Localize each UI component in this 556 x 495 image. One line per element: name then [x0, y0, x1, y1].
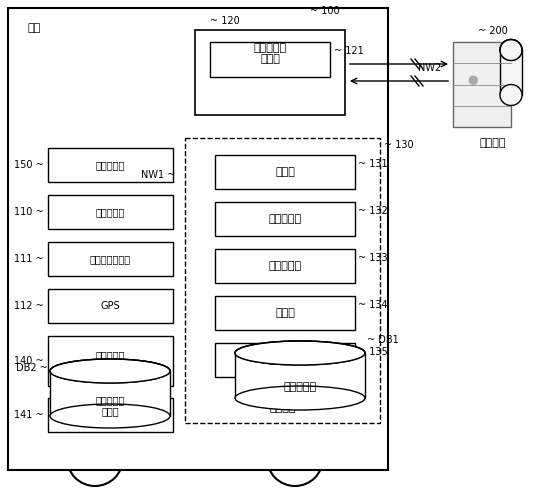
Text: GPS: GPS	[101, 301, 120, 311]
Text: 141 ~: 141 ~	[14, 410, 44, 420]
Bar	[195, 30, 345, 115]
Text: 车载通信机: 车载通信机	[254, 43, 286, 53]
Bar	[453, 42, 511, 127]
Text: 声音输出部: 声音输出部	[269, 355, 301, 365]
Text: ~ 200: ~ 200	[478, 26, 508, 36]
Text: 行驶顺畅度
分值计算部: 行驶顺畅度 分值计算部	[96, 350, 125, 372]
Text: ~ 100: ~ 100	[310, 6, 340, 16]
Text: 图像处理部: 图像处理部	[269, 261, 301, 271]
Text: DB2 ~: DB2 ~	[16, 363, 48, 373]
Text: 150 ~: 150 ~	[14, 160, 44, 170]
Ellipse shape	[235, 386, 365, 410]
Bar	[235, 353, 365, 398]
Text: ~ 120: ~ 120	[210, 16, 240, 26]
Text: 输入部: 输入部	[275, 167, 295, 177]
Text: 111 ~: 111 ~	[14, 254, 44, 264]
Bar	[8, 8, 388, 470]
Text: 112 ~: 112 ~	[14, 301, 44, 311]
Text: 管理中心: 管理中心	[480, 138, 507, 148]
Text: 车辆信息获取部: 车辆信息获取部	[90, 254, 131, 264]
Text: 地图数据库: 地图数据库	[284, 383, 316, 393]
Ellipse shape	[500, 40, 522, 60]
Bar	[215, 343, 355, 377]
Text: 140 ~: 140 ~	[14, 356, 44, 366]
Bar	[48, 398, 173, 432]
Bar	[185, 138, 380, 423]
Ellipse shape	[50, 359, 170, 383]
Bar	[215, 296, 355, 330]
Bar	[48, 336, 173, 386]
Text: ~ 121: ~ 121	[334, 46, 364, 56]
Text: 通信控制部: 通信控制部	[96, 160, 125, 170]
Ellipse shape	[235, 341, 365, 365]
Circle shape	[469, 76, 477, 84]
Text: 车辆: 车辆	[28, 23, 41, 33]
Text: ~ 132: ~ 132	[358, 206, 388, 216]
Bar	[500, 50, 522, 95]
Bar	[48, 289, 173, 323]
Text: 存储部: 存储部	[260, 54, 280, 64]
Ellipse shape	[500, 40, 522, 60]
Bar	[50, 371, 170, 416]
Bar	[210, 42, 330, 77]
Text: ~ DB1: ~ DB1	[367, 335, 399, 345]
Text: ~ 134: ~ 134	[358, 300, 388, 310]
Text: 导航系统: 导航系统	[269, 403, 296, 413]
Text: NW1 ~: NW1 ~	[141, 170, 175, 180]
Text: 110 ~: 110 ~	[14, 207, 44, 217]
Ellipse shape	[50, 359, 170, 383]
Bar	[48, 148, 173, 182]
Bar	[48, 195, 173, 229]
Text: ~ 133: ~ 133	[358, 253, 388, 263]
Text: ~ 135: ~ 135	[358, 347, 388, 357]
Ellipse shape	[500, 85, 522, 105]
Bar	[215, 202, 355, 236]
Text: ~ 130: ~ 130	[384, 140, 414, 150]
Text: 显示部: 显示部	[275, 308, 295, 318]
Ellipse shape	[235, 341, 365, 365]
Ellipse shape	[50, 404, 170, 428]
Text: 行驶顺畅度
数据库: 行驶顺畅度 数据库	[95, 395, 125, 416]
Text: 图像获取部: 图像获取部	[96, 207, 125, 217]
Text: ~ 131: ~ 131	[358, 159, 388, 169]
Bar	[48, 242, 173, 276]
Bar	[215, 155, 355, 189]
Bar	[215, 249, 355, 283]
Text: NW2: NW2	[418, 63, 441, 73]
Text: 记录管理部: 记录管理部	[96, 410, 125, 420]
Text: 路线检索部: 路线检索部	[269, 214, 301, 224]
